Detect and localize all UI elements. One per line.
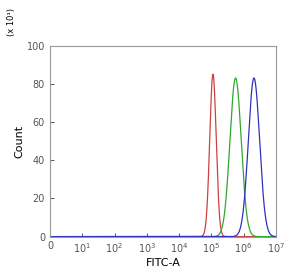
- Text: (x 10¹): (x 10¹): [7, 8, 16, 36]
- X-axis label: FITC-A: FITC-A: [145, 258, 180, 268]
- Y-axis label: Count: Count: [14, 125, 24, 158]
